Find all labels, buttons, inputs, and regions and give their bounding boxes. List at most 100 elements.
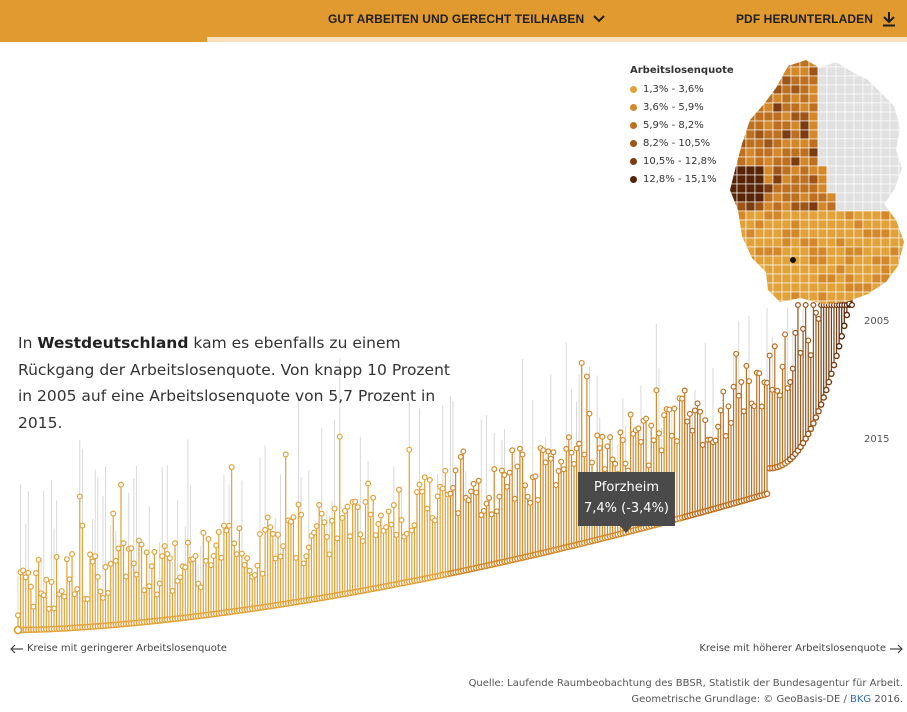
dot-2005[interactable] bbox=[177, 574, 184, 581]
dot-2005[interactable] bbox=[87, 551, 94, 558]
dot-2005[interactable] bbox=[715, 423, 722, 430]
dot-2005[interactable] bbox=[730, 383, 737, 390]
dot-2005[interactable] bbox=[506, 469, 513, 476]
dot-2005[interactable] bbox=[287, 518, 294, 525]
dot-2005[interactable] bbox=[743, 362, 750, 369]
dot-2005[interactable] bbox=[138, 541, 145, 548]
dot-2005[interactable] bbox=[511, 495, 518, 502]
dot-2015[interactable] bbox=[817, 401, 825, 408]
dot-2005[interactable] bbox=[815, 315, 822, 322]
dot-2005[interactable] bbox=[609, 456, 616, 463]
dot-2005[interactable] bbox=[220, 522, 227, 529]
dot-2005[interactable] bbox=[725, 403, 732, 410]
dot-2005[interactable] bbox=[622, 460, 629, 467]
dot-2005[interactable] bbox=[475, 477, 482, 484]
dot-2005[interactable] bbox=[694, 400, 701, 407]
dot-2005[interactable] bbox=[532, 473, 539, 480]
dot-2005[interactable] bbox=[552, 482, 559, 489]
dot-2005[interactable] bbox=[115, 545, 122, 552]
dot-2005[interactable] bbox=[524, 493, 531, 500]
dot-2005[interactable] bbox=[123, 573, 130, 580]
dot-2005[interactable] bbox=[300, 560, 307, 567]
dot-2005[interactable] bbox=[69, 551, 76, 558]
dot-2005[interactable] bbox=[27, 583, 34, 590]
dot-2005[interactable] bbox=[347, 533, 354, 540]
dot-2015[interactable] bbox=[763, 490, 771, 498]
dot-2005[interactable] bbox=[200, 529, 207, 536]
dot-2005[interactable] bbox=[71, 591, 78, 598]
dot-2005[interactable] bbox=[728, 419, 735, 426]
dot-2015[interactable] bbox=[822, 386, 830, 394]
dot-2005[interactable] bbox=[722, 432, 729, 439]
dot-2005[interactable] bbox=[354, 504, 361, 511]
dot-2005[interactable] bbox=[578, 359, 585, 366]
dot-2005[interactable] bbox=[45, 605, 52, 612]
dot-2005[interactable] bbox=[550, 449, 557, 456]
dot-2005[interactable] bbox=[637, 438, 644, 445]
dot-2005[interactable] bbox=[135, 537, 142, 544]
dot-2005[interactable] bbox=[74, 586, 81, 593]
dot-2005[interactable] bbox=[470, 480, 477, 487]
dot-2015[interactable] bbox=[838, 332, 846, 340]
dot-2005[interactable] bbox=[563, 445, 570, 452]
dot-2005[interactable] bbox=[607, 434, 614, 441]
dot-2005[interactable] bbox=[684, 418, 691, 425]
dot-2005[interactable] bbox=[120, 540, 127, 547]
dot-2005[interactable] bbox=[421, 474, 428, 481]
dot-2005[interactable] bbox=[264, 514, 271, 521]
dot-2005[interactable] bbox=[488, 511, 495, 518]
dot-2005[interactable] bbox=[568, 449, 575, 456]
dot-2005[interactable] bbox=[238, 550, 245, 557]
dot-2005[interactable] bbox=[94, 573, 101, 580]
dot-2005[interactable] bbox=[362, 498, 369, 505]
dot-2005[interactable] bbox=[776, 392, 783, 399]
dot-2005[interactable] bbox=[156, 580, 163, 587]
dot-2005[interactable] bbox=[496, 493, 503, 500]
dot-2005[interactable] bbox=[545, 448, 552, 455]
dot-2005[interactable] bbox=[341, 507, 348, 514]
dot-2005[interactable] bbox=[650, 437, 657, 444]
dot-2005[interactable] bbox=[15, 612, 22, 619]
dot-2005[interactable] bbox=[277, 553, 284, 560]
dot-2005[interactable] bbox=[48, 578, 55, 585]
dot-2005[interactable] bbox=[35, 556, 42, 563]
dot-2005[interactable] bbox=[326, 551, 333, 558]
dot-2005[interactable] bbox=[774, 387, 781, 394]
lowest-district-dot[interactable] bbox=[13, 625, 23, 635]
dot-2005[interactable] bbox=[84, 596, 91, 603]
dot-2005[interactable] bbox=[504, 483, 511, 490]
dot-2005[interactable] bbox=[735, 392, 742, 399]
dot-2005[interactable] bbox=[619, 437, 626, 444]
dot-2005[interactable] bbox=[702, 417, 709, 424]
dot-2005[interactable] bbox=[293, 554, 300, 561]
dot-2005[interactable] bbox=[262, 526, 269, 533]
dot-2015[interactable] bbox=[820, 394, 827, 401]
dot-2005[interactable] bbox=[406, 446, 413, 453]
dot-2005[interactable] bbox=[33, 570, 40, 577]
dot-2005[interactable] bbox=[468, 488, 475, 495]
dot-2005[interactable] bbox=[323, 533, 330, 540]
dot-2005[interactable] bbox=[691, 407, 698, 414]
dot-2005[interactable] bbox=[802, 302, 809, 309]
dot-2005[interactable] bbox=[215, 528, 222, 535]
dot-2005[interactable] bbox=[805, 337, 812, 344]
dot-2005[interactable] bbox=[527, 499, 534, 506]
dot-2005[interactable] bbox=[717, 407, 724, 414]
dot-2005[interactable] bbox=[787, 379, 794, 386]
dot-2005[interactable] bbox=[792, 329, 799, 336]
dot-2005[interactable] bbox=[172, 540, 179, 547]
dot-2005[interactable] bbox=[269, 530, 276, 537]
dot-2005[interactable] bbox=[133, 571, 140, 578]
dot-2005[interactable] bbox=[403, 530, 410, 537]
dot-2005[interactable] bbox=[117, 481, 124, 488]
dot-2005[interactable] bbox=[411, 522, 418, 529]
dot-2005[interactable] bbox=[455, 510, 462, 517]
dot-2005[interactable] bbox=[112, 557, 119, 564]
dot-2005[interactable] bbox=[334, 535, 341, 542]
dot-2005[interactable] bbox=[223, 527, 230, 534]
dot-2005[interactable] bbox=[653, 387, 660, 394]
dot-2005[interactable] bbox=[40, 592, 47, 599]
dot-2005[interactable] bbox=[66, 576, 73, 583]
dot-2005[interactable] bbox=[766, 352, 773, 359]
dot-2005[interactable] bbox=[336, 433, 343, 440]
